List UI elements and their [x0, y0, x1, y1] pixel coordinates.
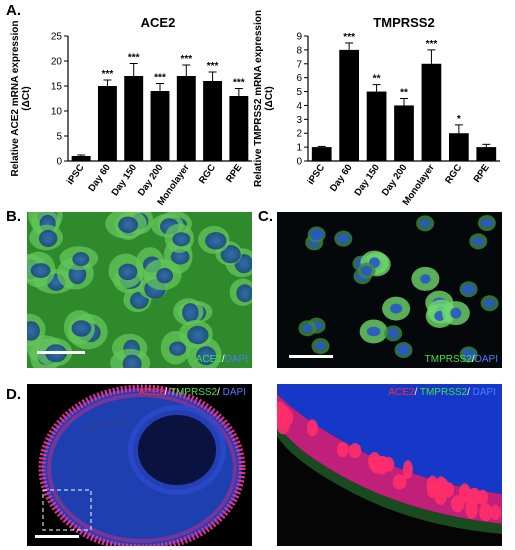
panel-label-b: B.	[6, 208, 21, 225]
category-label-0-5: RGC	[197, 162, 218, 186]
y-axis-label-0: Relative ACE2 mRNA expression	[10, 21, 21, 177]
panel-label-d: D.	[6, 386, 21, 403]
category-label-0-1: Day 60	[86, 162, 113, 193]
y-tick-label-0: 25	[51, 32, 63, 43]
scale-bar-b	[37, 351, 85, 354]
category-label-1-3: Day 200	[380, 162, 410, 198]
caption-d-right: ACE2/ TMPRSS2/ DAPI	[388, 387, 496, 398]
chart-title-1: TMPRSS2	[373, 15, 434, 30]
tmprss2-dapi-image: TMPRSS2/DAPI	[277, 212, 502, 368]
bar-1-2	[366, 91, 387, 161]
organoid-overview-image: ACE2/ TMPRSS2/ DAPI	[27, 384, 252, 546]
category-label-1-5: RGC	[443, 162, 464, 186]
y-axis-label-unit-1: (ΔCt)	[264, 86, 275, 110]
y-tick-label-0: 5	[56, 132, 62, 143]
y-tick-label-1: 8	[296, 45, 302, 56]
ace2-cells-micrograph	[27, 212, 252, 368]
bar-1-5	[448, 133, 469, 161]
organoid-zoom-image: ACE2/ TMPRSS2/ DAPI	[277, 384, 502, 546]
bar-1-3	[394, 105, 414, 161]
bar-1-1	[339, 49, 360, 162]
y-tick-label-0: 20	[51, 57, 63, 68]
bar-0-1	[97, 86, 117, 161]
bar-1-0	[311, 147, 332, 161]
ace2-dapi-image: ACE2/DAPI	[27, 212, 252, 368]
significance-0-3: ***	[154, 73, 166, 84]
significance-1-5: *	[457, 114, 461, 125]
organoid-section-micrograph	[38, 384, 246, 546]
bar-0-5	[203, 81, 223, 161]
bar-0-6	[229, 96, 249, 161]
y-tick-label-1: 6	[296, 73, 302, 84]
bar-0-2	[124, 76, 144, 161]
y-axis-label-unit-0: (ΔCt)	[21, 86, 32, 110]
bar-0-3	[150, 91, 170, 161]
significance-1-3: **	[400, 88, 408, 99]
significance-0-6: ***	[233, 78, 245, 89]
y-tick-label-1: 7	[296, 59, 302, 70]
scale-bar-c	[289, 355, 333, 358]
y-tick-label-1: 1	[296, 143, 302, 154]
caption-b: ACE2/DAPI	[195, 354, 248, 365]
y-tick-label-0: 0	[56, 157, 62, 168]
y-tick-label-1: 0	[296, 157, 302, 168]
significance-0-5: ***	[207, 61, 219, 72]
significance-0-2: ***	[128, 53, 140, 64]
significance-0-4: ***	[180, 54, 192, 65]
bar-0-0	[71, 156, 91, 161]
y-tick-label-1: 5	[296, 87, 302, 98]
scale-bar-d	[35, 535, 79, 538]
bar-1-6	[476, 147, 497, 161]
bar-1-4	[421, 63, 442, 161]
significance-1-1: ***	[343, 32, 355, 43]
y-tick-label-1: 9	[296, 32, 302, 43]
chart-title-0: ACE2	[141, 15, 176, 30]
y-tick-label-1: 3	[296, 115, 302, 126]
significance-1-2: **	[373, 74, 381, 85]
y-tick-label-0: 10	[51, 107, 63, 118]
panel-label-c: C.	[258, 208, 273, 225]
y-tick-label-1: 4	[296, 101, 302, 112]
y-tick-label-0: 15	[51, 82, 63, 93]
organoid-zoom-micrograph	[277, 384, 502, 534]
category-label-0-0: iPSC	[65, 162, 87, 187]
category-label-0-6: RPE	[224, 162, 244, 184]
category-label-1-6: RPE	[472, 162, 492, 184]
panel-label-a: A.	[6, 2, 21, 19]
caption-c: TMPRSS2/DAPI	[424, 354, 498, 365]
tmprss2-cells-micrograph	[277, 212, 502, 368]
bar-0-4	[176, 76, 196, 161]
category-label-1-0: iPSC	[305, 162, 327, 187]
caption-d-left: ACE2/ TMPRSS2/ DAPI	[138, 387, 246, 398]
y-axis-label-1: Relative TMPRSS2 mRNA expression	[253, 10, 264, 187]
category-label-1-2: Day 150	[352, 162, 382, 198]
significance-0-1: ***	[102, 69, 114, 80]
category-label-1-1: Day 60	[328, 162, 355, 193]
y-tick-label-1: 2	[296, 129, 302, 140]
category-label-0-2: Day 150	[110, 162, 140, 198]
significance-1-4: ***	[426, 39, 438, 50]
